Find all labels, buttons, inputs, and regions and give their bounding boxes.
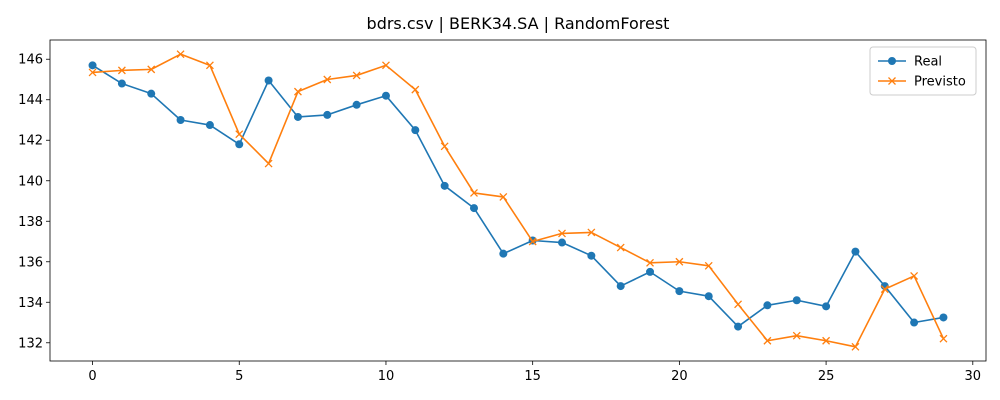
data-point-real — [939, 313, 948, 322]
data-point-real — [587, 251, 596, 260]
data-point-previsto — [763, 336, 772, 345]
x-tick-label: 25 — [818, 369, 835, 384]
data-point-previsto — [792, 331, 801, 340]
data-point-previsto — [264, 159, 273, 168]
data-point-previsto — [616, 243, 625, 252]
data-point-real — [440, 181, 449, 190]
series-real — [88, 61, 948, 331]
data-point-real — [675, 287, 684, 296]
data-point-previsto — [440, 142, 449, 151]
data-point-real — [293, 112, 302, 121]
data-point-real — [616, 282, 625, 291]
legend-marker — [888, 77, 896, 85]
y-tick-label: 142 — [18, 134, 43, 149]
plot-frame — [49, 39, 987, 362]
series-previsto — [88, 50, 948, 351]
data-point-real — [147, 89, 156, 98]
legend-entry-real: Real — [878, 55, 942, 70]
legend: Real Previsto — [869, 46, 977, 96]
y-tick-label: 138 — [18, 215, 43, 230]
x-tick-label: 15 — [524, 369, 541, 384]
data-point-real — [411, 126, 420, 135]
data-point-real — [704, 292, 713, 301]
data-point-previsto — [646, 258, 654, 267]
data-point-real — [205, 121, 214, 130]
plot-area — [88, 50, 948, 351]
data-point-previsto — [558, 229, 566, 238]
data-point-real — [558, 238, 567, 247]
y-tick-label: 136 — [18, 255, 43, 270]
data-point-real — [323, 110, 332, 119]
data-point-real — [176, 116, 185, 124]
data-point-previsto — [147, 65, 156, 74]
data-point-real — [763, 301, 772, 310]
data-point-real — [792, 296, 801, 305]
data-point-previsto — [382, 61, 390, 70]
data-point-real — [734, 322, 743, 331]
legend-entry-previsto: Previsto — [878, 75, 966, 90]
data-point-previsto — [675, 257, 684, 266]
data-point-previsto — [117, 66, 126, 75]
data-point-previsto — [822, 336, 831, 345]
chart-title: bdrs.csv | BERK34.SA | RandomForest — [367, 14, 670, 33]
legend-marker — [888, 57, 896, 65]
legend-box — [869, 46, 977, 96]
y-tick-label: 144 — [18, 93, 43, 108]
data-point-real — [264, 76, 273, 85]
y-tick-label: 132 — [18, 336, 43, 351]
data-point-previsto — [293, 87, 302, 96]
legend-label: Previsto — [914, 75, 966, 90]
data-point-previsto — [470, 188, 478, 197]
data-point-real — [469, 204, 478, 213]
data-point-real — [646, 267, 655, 276]
data-point-previsto — [939, 334, 948, 343]
y-tick-label: 146 — [18, 53, 43, 68]
data-point-previsto — [910, 271, 919, 280]
x-tick-label: 30 — [965, 369, 982, 384]
x-tick-label: 20 — [671, 369, 688, 384]
x-tick-label: 0 — [88, 369, 96, 384]
x-tick-label: 5 — [235, 369, 243, 384]
data-point-real — [235, 140, 244, 149]
series-line-previsto — [92, 53, 945, 348]
data-point-real — [117, 79, 126, 88]
data-point-real — [381, 91, 390, 100]
legend-label: Real — [914, 55, 942, 70]
data-point-previsto — [880, 285, 889, 294]
data-point-previsto — [411, 85, 420, 94]
data-point-previsto — [704, 261, 713, 270]
data-point-real — [822, 302, 831, 311]
data-point-previsto — [323, 75, 332, 84]
axes: 0 5 10 15 20 25 30 132 134 136 138 140 142 144 146 — [18, 39, 987, 384]
data-point-real — [352, 100, 361, 109]
data-point-real — [88, 61, 97, 70]
data-point-previsto — [176, 50, 185, 59]
series-line-real — [92, 64, 944, 328]
y-tick-label: 134 — [18, 296, 43, 311]
x-tick-label: 10 — [378, 369, 395, 384]
data-point-previsto — [352, 71, 361, 80]
data-point-previsto — [88, 68, 97, 77]
data-point-previsto — [528, 237, 537, 246]
data-point-real — [910, 318, 919, 327]
data-point-previsto — [235, 130, 244, 139]
data-point-previsto — [499, 192, 508, 201]
data-point-previsto — [734, 300, 743, 309]
data-point-real — [851, 247, 860, 256]
y-tick-label: 140 — [18, 174, 43, 189]
data-point-real — [499, 249, 508, 258]
data-point-previsto — [587, 228, 596, 237]
data-point-previsto — [205, 61, 214, 70]
data-point-previsto — [851, 342, 860, 351]
